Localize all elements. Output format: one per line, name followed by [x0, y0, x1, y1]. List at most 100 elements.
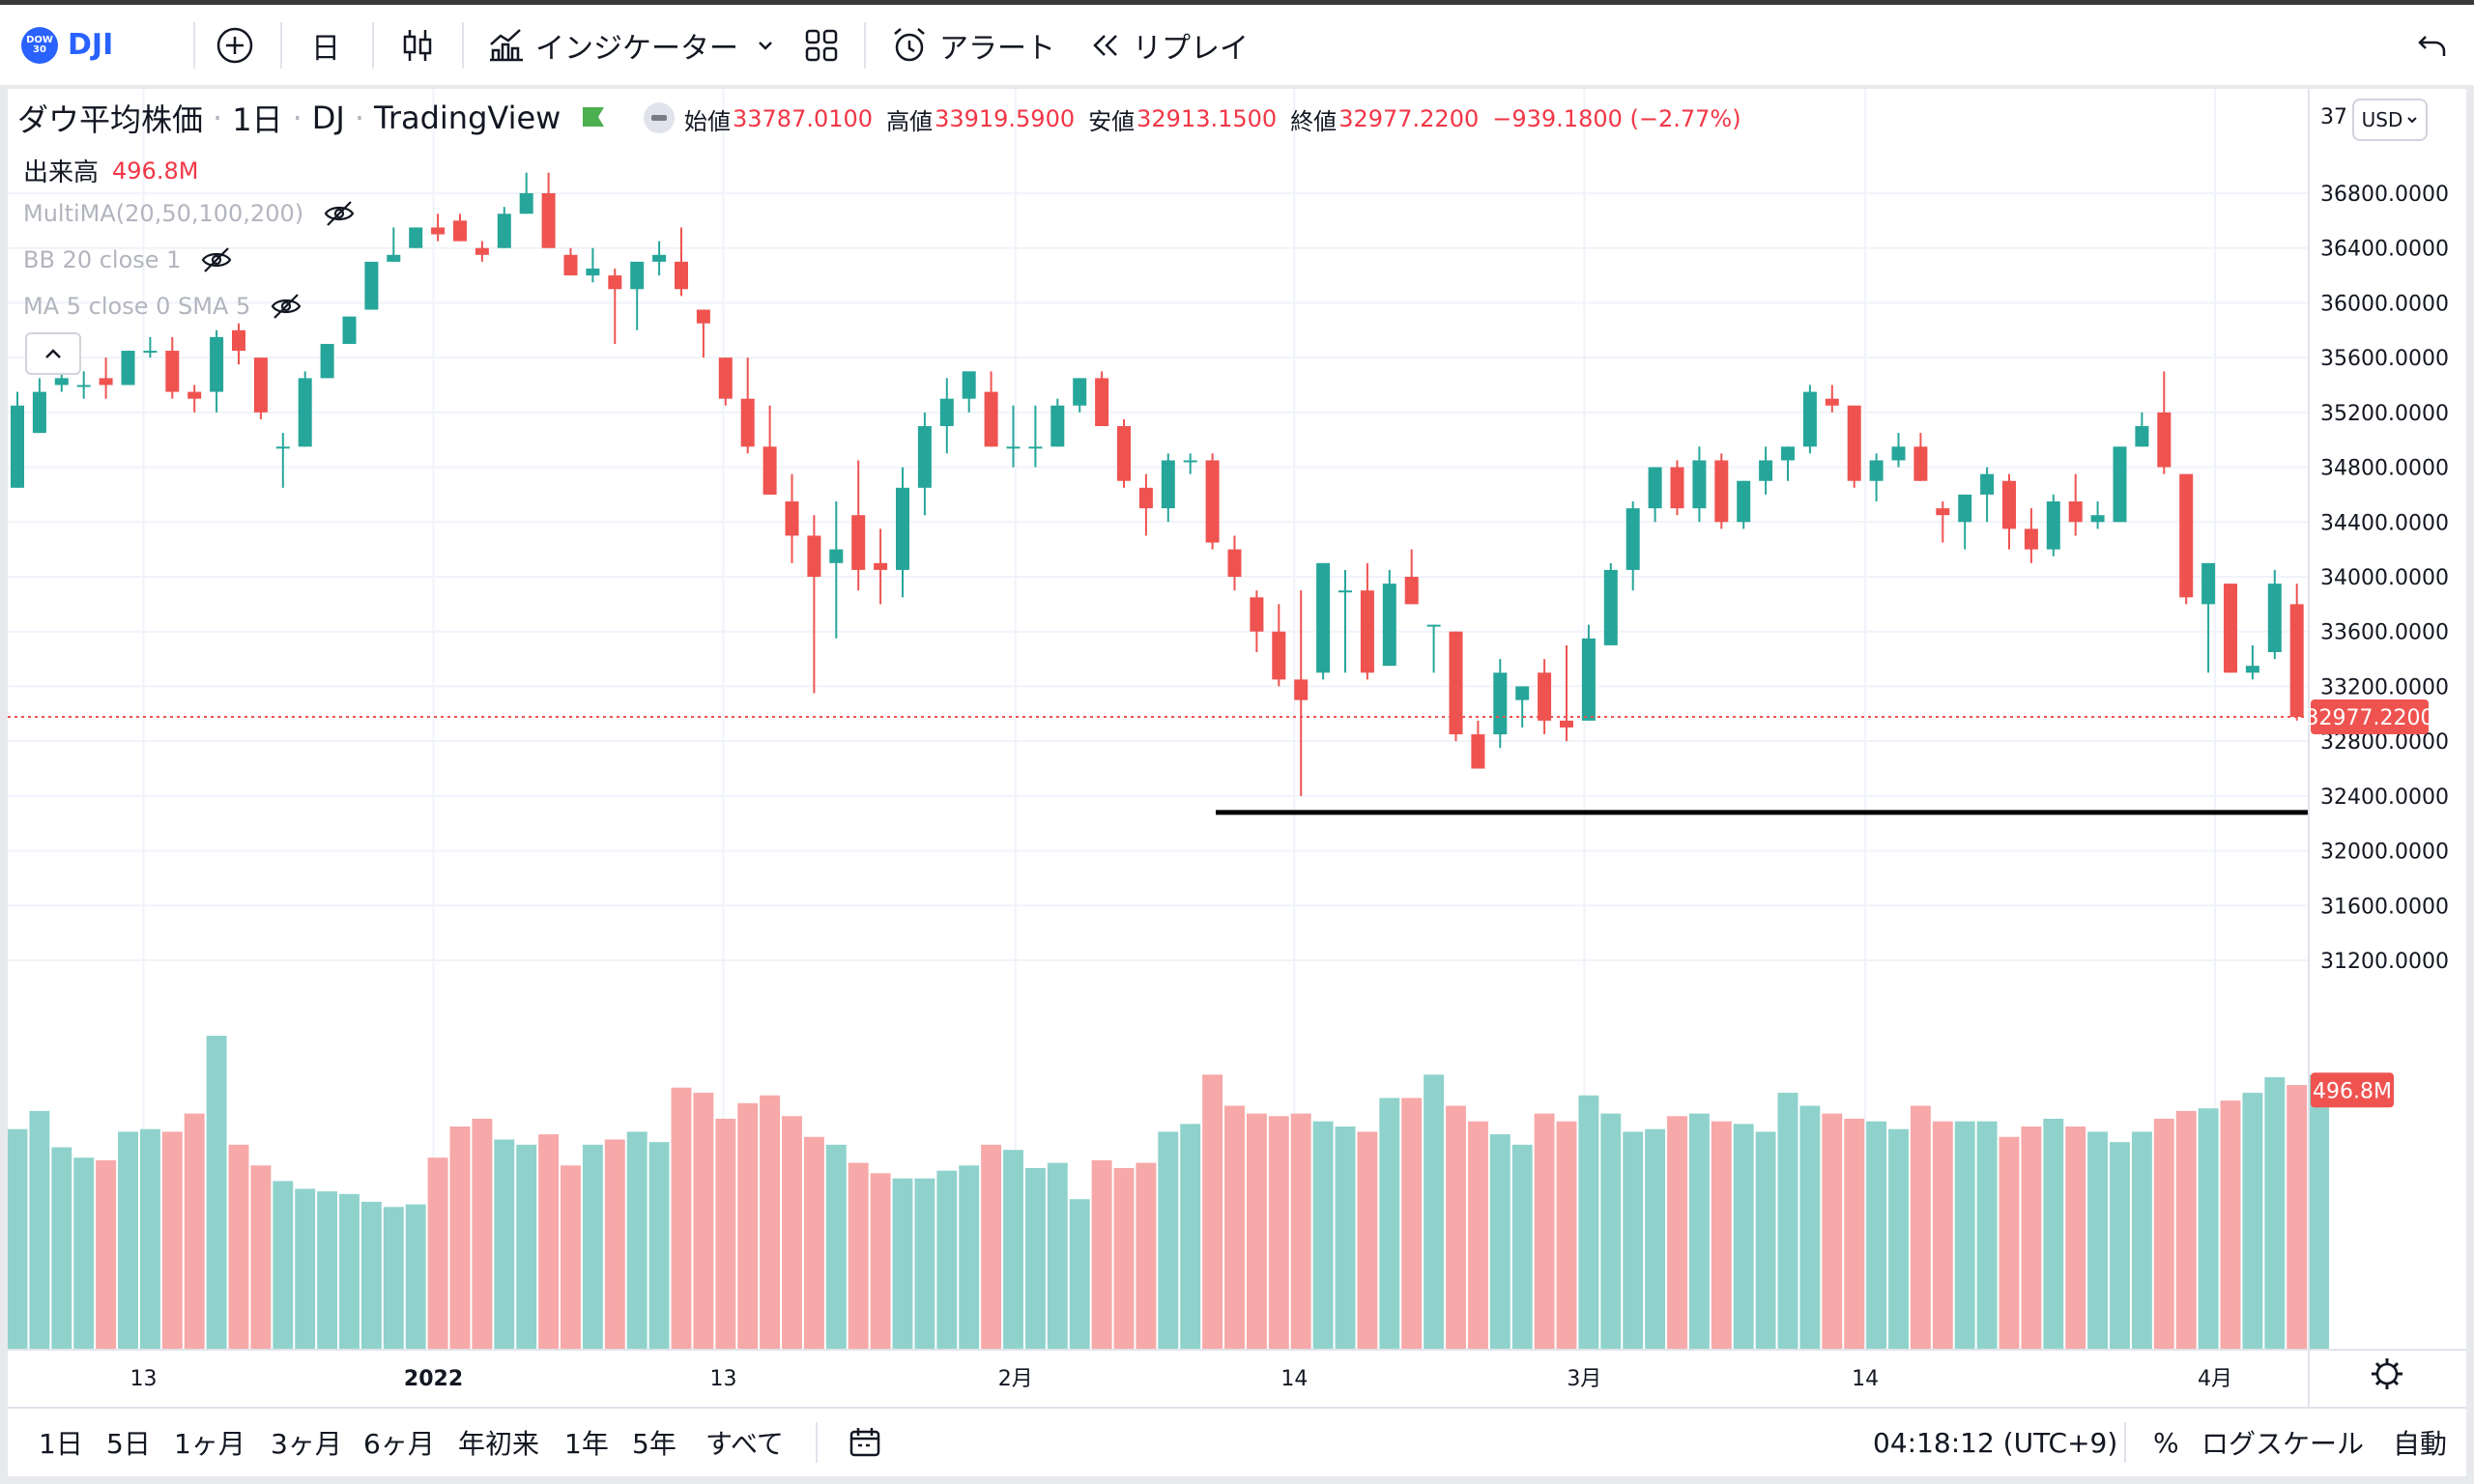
- volume-legend[interactable]: 出来高 496.8M: [23, 153, 198, 188]
- chart-legend-title[interactable]: ダウ平均株価 · 1日 · DJ · TradingView: [17, 97, 676, 139]
- divider: [864, 22, 866, 69]
- volume-bar: [139, 1128, 160, 1350]
- volume-bars: [7, 1036, 2330, 1350]
- divider: [372, 22, 374, 69]
- volume-bar: [538, 1134, 560, 1350]
- volume-bar: [29, 1110, 50, 1350]
- templates-button[interactable]: [802, 5, 841, 85]
- volume-bar: [118, 1131, 138, 1350]
- auto-scale-toggle[interactable]: 自動: [2393, 1428, 2448, 1460]
- volume-bar: [1777, 1093, 1798, 1350]
- volume-bar: [1866, 1121, 1887, 1350]
- volume-bar: [1822, 1113, 1843, 1350]
- range-1y[interactable]: 1年: [564, 1428, 609, 1460]
- candle-body: [2179, 473, 2194, 598]
- rewind-icon: [1093, 34, 1117, 56]
- price-scale[interactable]: 37 36800.0000 36400.0000 36000.0000 35600.0…: [2320, 105, 2449, 974]
- candle-body: [1006, 446, 1021, 449]
- indicator-label: MultiMA(20,50,100,200): [23, 200, 304, 227]
- volume-bar: [1136, 1162, 1157, 1350]
- volume-bar: [360, 1201, 382, 1350]
- volume-bar: [295, 1188, 316, 1350]
- price-tick-label: 35600.0000: [2320, 347, 2449, 371]
- candle-body: [1538, 672, 1552, 721]
- volume-bar: [161, 1131, 183, 1350]
- indicators-dropdown[interactable]: [754, 5, 777, 85]
- chevron-up-icon: [45, 349, 61, 358]
- candle-body: [232, 329, 245, 352]
- volume-bar: [1091, 1159, 1112, 1350]
- clock[interactable]: 04:18:12 (UTC+9): [1873, 1426, 2118, 1459]
- chevron-down-icon: [2407, 117, 2418, 124]
- price-chart[interactable]: 37 36800.0000 36400.0000 36000.0000 35600.0…: [7, 89, 2466, 1476]
- indicator-bb[interactable]: BB 20 close 1: [23, 245, 233, 274]
- candle-body: [1891, 446, 1906, 461]
- range-5d[interactable]: 5日: [106, 1428, 151, 1460]
- range-ytd[interactable]: 年初来: [458, 1428, 540, 1460]
- currency-button[interactable]: USD: [2352, 99, 2428, 141]
- eye-off-icon[interactable]: [323, 199, 356, 228]
- candle-body: [2201, 562, 2216, 605]
- alert-button[interactable]: アラート: [889, 5, 1055, 85]
- symbol-search[interactable]: DOW 30 DJI: [21, 5, 113, 85]
- eye-off-icon[interactable]: [200, 245, 233, 274]
- chart-type-button[interactable]: [398, 5, 437, 85]
- minus-circle-icon[interactable]: [642, 100, 676, 135]
- indicator-multima[interactable]: MultiMA(20,50,100,200): [23, 199, 356, 228]
- volume-bar: [1954, 1121, 1975, 1350]
- range-1d[interactable]: 1日: [39, 1428, 83, 1460]
- interval-button[interactable]: 日: [311, 31, 340, 66]
- volume-bar: [1489, 1134, 1510, 1350]
- candle-body: [165, 351, 180, 392]
- volume-bar: [1511, 1144, 1533, 1350]
- candle-body: [2002, 480, 2016, 529]
- range-5y[interactable]: 5年: [632, 1428, 676, 1460]
- range-1m[interactable]: 1ヶ月: [174, 1428, 245, 1460]
- volume-bar: [2153, 1118, 2174, 1350]
- eye-off-icon[interactable]: [270, 292, 302, 321]
- volume-bar: [561, 1165, 581, 1350]
- percent-toggle[interactable]: %: [2153, 1426, 2179, 1459]
- undo-button[interactable]: [2416, 5, 2449, 85]
- candle-body: [320, 343, 334, 379]
- candle-body: [874, 562, 888, 570]
- time-tick-label: 13: [710, 1367, 737, 1391]
- candle-body: [1471, 734, 1485, 769]
- log-scale-toggle[interactable]: ログスケール: [2201, 1428, 2365, 1460]
- indicator-ma[interactable]: MA 5 close 0 SMA 5: [23, 292, 302, 321]
- volume-bar: [383, 1207, 404, 1350]
- candle-body: [1560, 720, 1573, 728]
- time-axis[interactable]: 132022132月143月144月185月: [130, 1367, 2466, 1391]
- candle-body: [298, 378, 312, 447]
- indicators-button[interactable]: インジケーター: [485, 5, 738, 85]
- last-volume-value: 496.8M: [2313, 1079, 2392, 1103]
- indicators-icon: [490, 28, 523, 61]
- candle-body: [696, 309, 710, 324]
- chart-area[interactable]: 37 36800.0000 36400.0000 36000.0000 35600.0…: [7, 89, 2466, 1476]
- candle-body: [1648, 467, 1662, 509]
- candle-body: [1073, 378, 1087, 406]
- range-6m[interactable]: 6ヶ月: [363, 1428, 435, 1460]
- candle-body: [586, 268, 600, 276]
- candle-body: [1581, 638, 1596, 721]
- separator-dot: ·: [292, 100, 302, 136]
- volume-bar: [671, 1087, 692, 1350]
- volume-bar: [1024, 1167, 1046, 1350]
- range-3m[interactable]: 3ヶ月: [271, 1428, 342, 1460]
- candle-body: [1670, 467, 1684, 509]
- replay-button[interactable]: リプレイ: [1088, 5, 1249, 85]
- settings-button[interactable]: [2372, 1358, 2402, 1389]
- divider: [462, 22, 464, 69]
- candle-body: [2090, 515, 2105, 523]
- volume-bar: [206, 1036, 227, 1350]
- compare-button[interactable]: [215, 5, 255, 85]
- volume-bar: [1999, 1136, 2020, 1350]
- high-label: 高値: [886, 107, 934, 135]
- candle-body: [1515, 686, 1530, 700]
- candle-body: [453, 220, 467, 242]
- goto-date-button[interactable]: [847, 1409, 883, 1476]
- volume-bar: [96, 1159, 117, 1350]
- volume-bar: [184, 1113, 205, 1350]
- range-all[interactable]: すべて: [705, 1428, 784, 1460]
- collapse-legend-button[interactable]: [25, 332, 81, 375]
